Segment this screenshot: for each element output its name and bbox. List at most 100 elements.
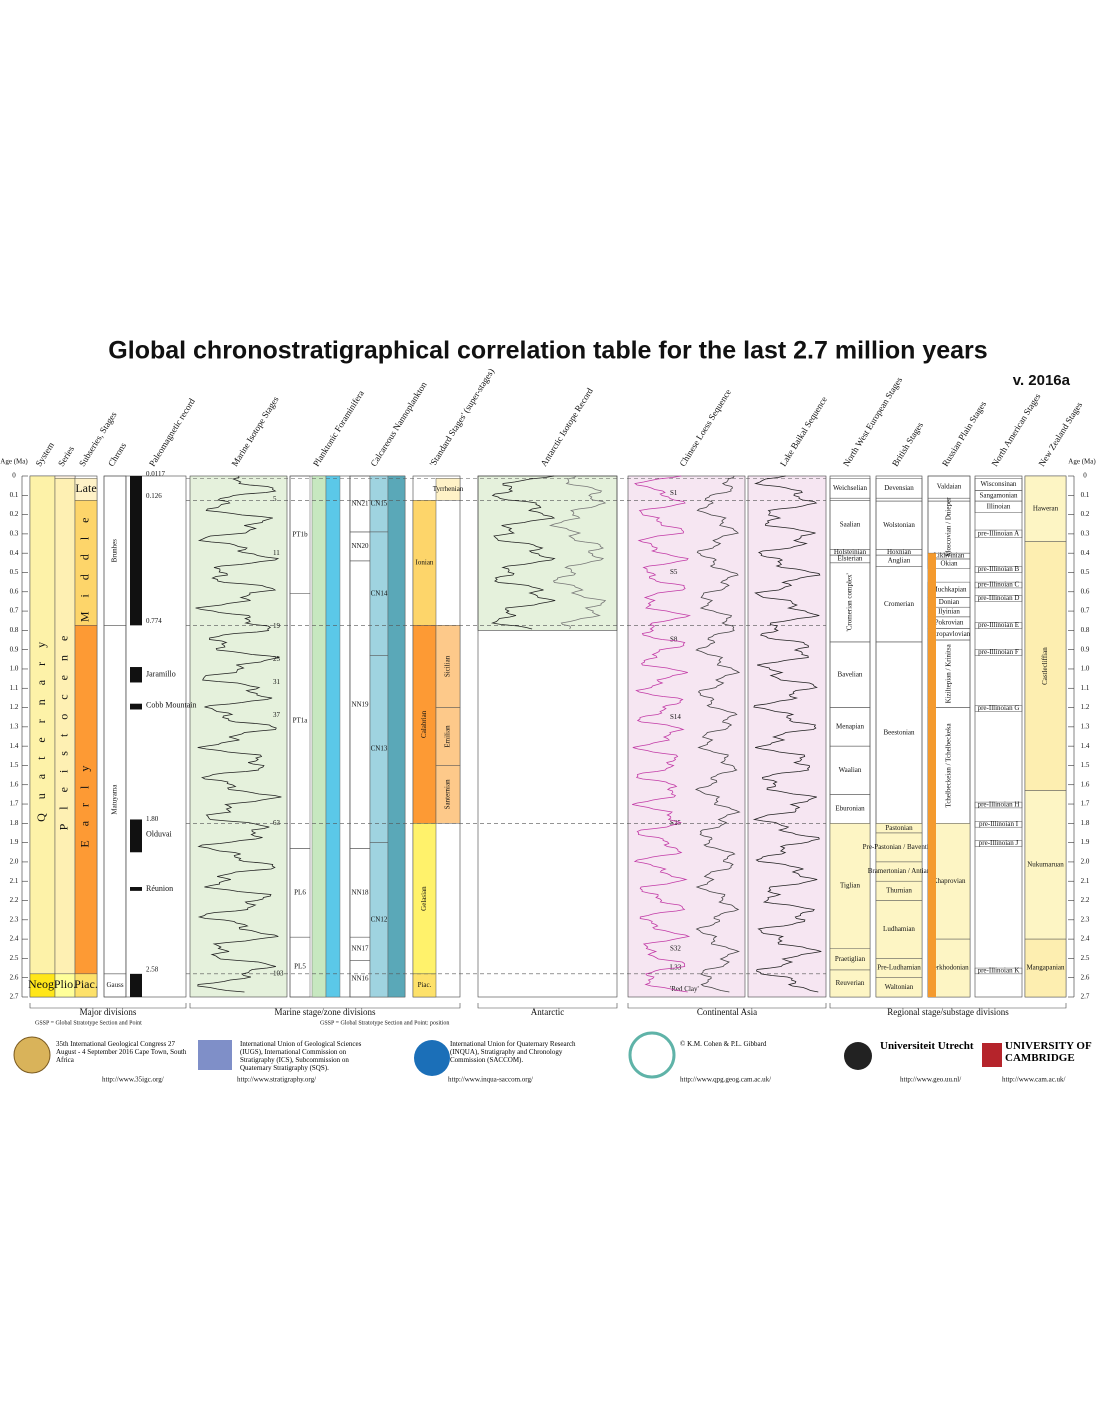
column xyxy=(477,475,618,631)
age-tick-label: 0.3 xyxy=(1081,529,1090,537)
marker-label: 11 xyxy=(273,549,280,557)
age-tick-label: 0.9 xyxy=(1081,645,1090,653)
unit-label: Holsteinian xyxy=(834,548,867,556)
normal-polarity xyxy=(130,973,142,997)
unit-label: Plio. xyxy=(54,977,76,991)
unit-label: Beestonian xyxy=(883,728,915,736)
unit-label: Brunhes xyxy=(111,539,119,563)
sponsor-text: 35th International Geological Congress 2… xyxy=(56,1040,187,1064)
unit-label: Santernian xyxy=(444,779,452,809)
column-header: Chinese Loess Sequence xyxy=(677,387,733,468)
age-tick-label: 0 xyxy=(12,472,16,480)
unit xyxy=(875,900,923,959)
unit-label: Gelasian xyxy=(420,886,428,911)
sponsor-text: © K.M. Cohen & P.L. Gibbard xyxy=(680,1040,766,1048)
sponsor-text: 35th International Geological Congress 2… xyxy=(56,1040,187,1064)
age-tick-label: 1.7 xyxy=(10,800,19,808)
unit-label: Anglian xyxy=(888,557,911,565)
age-tick-label: 0.7 xyxy=(1081,607,1090,615)
age-tick-label: 1.3 xyxy=(1081,722,1090,730)
unit-label: Pastonian xyxy=(885,824,913,832)
unit-label: Ionian xyxy=(416,558,434,566)
unit-label: Matuyama xyxy=(111,784,119,815)
loess-curve xyxy=(694,475,741,993)
age-tick-label: 2.3 xyxy=(1081,915,1090,923)
unit-label: Neog. xyxy=(28,977,57,991)
boundary-label: 0.774 xyxy=(146,617,162,625)
unit-label: Menapian xyxy=(836,722,864,730)
unit-label: Tiglian xyxy=(840,882,860,890)
age-tick-label: 0.2 xyxy=(10,510,19,518)
unit xyxy=(1024,541,1067,791)
sponsor-url: http://www.cam.ac.uk/ xyxy=(1002,1076,1066,1084)
unit-label: Cromerian xyxy=(884,600,914,608)
stripe xyxy=(387,475,406,998)
logo xyxy=(198,1040,232,1070)
unit-label: NN19 xyxy=(351,700,369,708)
column-header: North American Stages xyxy=(989,391,1042,468)
column-header: Chrons xyxy=(106,440,129,468)
age-tick-label: 1.6 xyxy=(1081,780,1090,788)
age-tick-label: 1.3 xyxy=(10,722,19,730)
unit xyxy=(1024,790,1067,940)
marker-label: Jaramillo xyxy=(146,670,176,679)
age-tick-label: 2.2 xyxy=(10,896,19,904)
unit xyxy=(29,475,56,975)
column xyxy=(627,475,746,998)
unit-label: pre-Illinoian I xyxy=(979,820,1019,828)
unit-label: Early xyxy=(78,752,92,848)
unit-label: pre-Illinoian G xyxy=(978,704,1020,712)
unit-label: CN13 xyxy=(371,745,388,753)
age-tick-label: 1.8 xyxy=(10,819,19,827)
age-tick-label: 1.2 xyxy=(10,703,19,711)
marker-label: 5 xyxy=(273,495,277,503)
sponsor-url: http://www.qpg.geog.cam.ac.uk/ xyxy=(680,1076,771,1084)
unit xyxy=(974,566,1023,573)
age-tick-label: 1.0 xyxy=(10,665,19,673)
unit-label: Ilyinian xyxy=(938,608,960,616)
unit-label: Okian xyxy=(940,559,958,567)
unit-label: Pre-Pastonian / Baventian xyxy=(863,843,936,851)
unit-label: Emilian xyxy=(444,725,452,748)
age-tick-label: 1.1 xyxy=(1081,684,1090,692)
age-tick-label: 1.4 xyxy=(10,742,19,750)
marker-label: S25 xyxy=(670,819,681,827)
logo xyxy=(628,1031,676,1079)
loess-curve xyxy=(632,475,691,993)
unit-label: Tchelbeckeian / Tchelbeckeka xyxy=(945,723,953,808)
unit-label: Piac. xyxy=(74,977,98,991)
unit-label: Bramertonian / Antian xyxy=(868,867,931,875)
unit xyxy=(289,936,311,998)
unit-label: pre-Illinoian A xyxy=(978,529,1019,537)
unit-label: NN18 xyxy=(351,888,369,896)
unit-label: CN15 xyxy=(371,500,388,508)
marker-label: Cobb Mountain xyxy=(146,700,196,709)
unit-label: Waalian xyxy=(839,766,862,774)
unit-label: NN21 xyxy=(351,500,369,508)
unit-label: Moscovian / Dnieper xyxy=(945,497,953,557)
unit-label: Hoxnian xyxy=(887,548,912,556)
age-tick-label: 2.4 xyxy=(1081,935,1090,943)
unit-label: Illinoian xyxy=(987,502,1011,510)
column-header: Marine Isotope Stages xyxy=(229,394,280,468)
age-tick-label: 2.5 xyxy=(1081,954,1090,962)
marker-label: S32 xyxy=(670,944,681,952)
column-header: System xyxy=(33,440,56,468)
unit xyxy=(974,649,1023,656)
unit-label: Quaternary xyxy=(34,628,48,822)
logo xyxy=(13,1036,51,1074)
sponsor-url: http://www.inqua-saccom.org/ xyxy=(448,1076,533,1084)
unit xyxy=(54,475,76,479)
column-header: Russian Plain Stages xyxy=(940,399,988,468)
age-tick-label: 0 xyxy=(1083,472,1087,480)
sponsor-text: UNIVERSITY OF CAMBRIDGE xyxy=(1005,1040,1092,1064)
unit-label: Likhvinian xyxy=(934,552,965,560)
sponsor-text: International Union of Geological Scienc… xyxy=(240,1040,362,1072)
unit-label: Ludhamian xyxy=(883,925,915,933)
column-header: British Stages xyxy=(890,420,925,468)
unit xyxy=(875,832,923,863)
unit xyxy=(875,977,923,998)
marker-label: 63 xyxy=(273,819,281,827)
unit-label: Devensian xyxy=(884,484,914,492)
column-header: 'Standard Stages' (super-stages) xyxy=(427,367,496,469)
